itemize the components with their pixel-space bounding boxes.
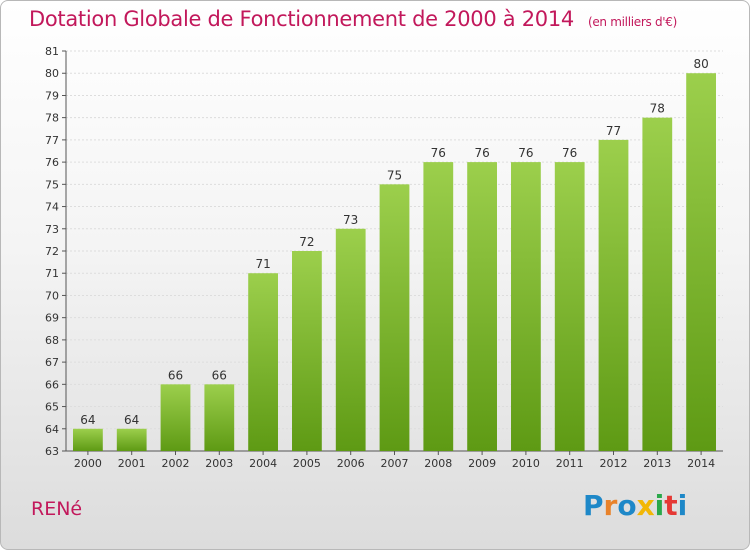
y-tick-label: 81 xyxy=(45,45,59,58)
y-tick-label: 78 xyxy=(45,112,59,125)
bar-2001 xyxy=(116,428,147,451)
data-label: 77 xyxy=(606,124,621,138)
bar-2011 xyxy=(554,162,585,451)
y-tick-label: 63 xyxy=(45,445,59,458)
chart-subtitle: (en milliers d'€) xyxy=(587,15,677,29)
y-tick-label: 73 xyxy=(45,223,59,236)
logo-letter: t xyxy=(664,489,678,522)
data-label: 73 xyxy=(343,213,358,227)
y-tick-label: 74 xyxy=(45,201,59,214)
bar-2002 xyxy=(160,384,191,451)
data-label: 64 xyxy=(124,413,139,427)
bar-2007 xyxy=(379,184,410,452)
y-tick-label: 68 xyxy=(45,334,59,347)
x-tick-label: 2001 xyxy=(118,457,146,470)
x-tick-label: 2003 xyxy=(205,457,233,470)
y-tick-label: 72 xyxy=(45,245,59,258)
y-tick-label: 66 xyxy=(45,378,59,391)
x-tick-label: 2009 xyxy=(468,457,496,470)
axes: 63 64 65 66 67 68 69 70 71 72 73 74 75 76 77 78 79 80 81 20… xyxy=(45,45,723,470)
data-label: 78 xyxy=(650,102,665,116)
y-tick-label: 65 xyxy=(45,401,59,414)
data-label: 72 xyxy=(299,235,314,249)
chart-title-text: Dotation Globale de Fonctionnement de 20… xyxy=(29,7,574,31)
data-label: 76 xyxy=(562,146,577,160)
chart-title: Dotation Globale de Fonctionnement de 20… xyxy=(29,7,677,31)
y-tick-label: 77 xyxy=(45,134,59,147)
logo-letter: P xyxy=(583,489,604,522)
data-label: 76 xyxy=(518,146,533,160)
y-tick-label: 76 xyxy=(45,156,59,169)
bar-2014 xyxy=(686,73,716,451)
bar-2009 xyxy=(467,162,497,451)
y-tick-label: 79 xyxy=(45,89,59,102)
data-label: 75 xyxy=(387,168,402,182)
data-label: 80 xyxy=(693,57,708,71)
bar-2013 xyxy=(642,117,673,452)
x-tick-label: 2012 xyxy=(600,457,628,470)
x-tick-label: 2008 xyxy=(424,457,452,470)
y-tick-label: 64 xyxy=(45,423,59,436)
y-tick-label: 67 xyxy=(45,356,59,369)
bar-2008 xyxy=(423,162,454,451)
bar-2005 xyxy=(292,251,322,451)
data-label: 64 xyxy=(80,413,95,427)
logo-letter: i xyxy=(677,489,688,522)
y-tick-label: 75 xyxy=(45,178,59,191)
bar-2000 xyxy=(73,428,103,451)
x-tick-label: 2014 xyxy=(687,457,715,470)
bar-2012 xyxy=(598,139,629,451)
x-tick-label: 2007 xyxy=(381,457,409,470)
data-label: 71 xyxy=(255,257,270,271)
logo-letter: r xyxy=(603,489,618,522)
data-label: 76 xyxy=(431,146,446,160)
bar-2003 xyxy=(204,384,235,451)
x-tick-label: 2005 xyxy=(293,457,321,470)
logo-letter: o xyxy=(617,489,637,522)
x-tick-label: 2010 xyxy=(512,457,540,470)
bar-2010 xyxy=(511,162,541,451)
city-name: RENé xyxy=(31,498,83,520)
data-label: 66 xyxy=(212,368,227,382)
data-label: 76 xyxy=(474,146,489,160)
y-tick-label: 71 xyxy=(45,267,59,280)
logo-letter: i xyxy=(654,489,665,522)
x-tick-label: 2011 xyxy=(556,457,584,470)
x-tick-label: 2002 xyxy=(162,457,190,470)
bar-2004 xyxy=(248,273,278,451)
data-label: 66 xyxy=(168,368,183,382)
y-tick-label: 70 xyxy=(45,289,59,302)
proxiti-logo[interactable]: Proxiti xyxy=(583,489,687,522)
x-tick-label: 2004 xyxy=(249,457,277,470)
bar-2006 xyxy=(335,228,366,451)
y-tick-label: 80 xyxy=(45,67,59,80)
logo-letter: x xyxy=(636,489,655,522)
x-tick-label: 2000 xyxy=(74,457,102,470)
x-tick-label: 2006 xyxy=(337,457,365,470)
bars: 64 64 66 66 71 72 73 75 76 76 76 76 77 78 80 xyxy=(73,57,716,452)
x-tick-label: 2013 xyxy=(643,457,671,470)
y-tick-label: 69 xyxy=(45,312,59,325)
